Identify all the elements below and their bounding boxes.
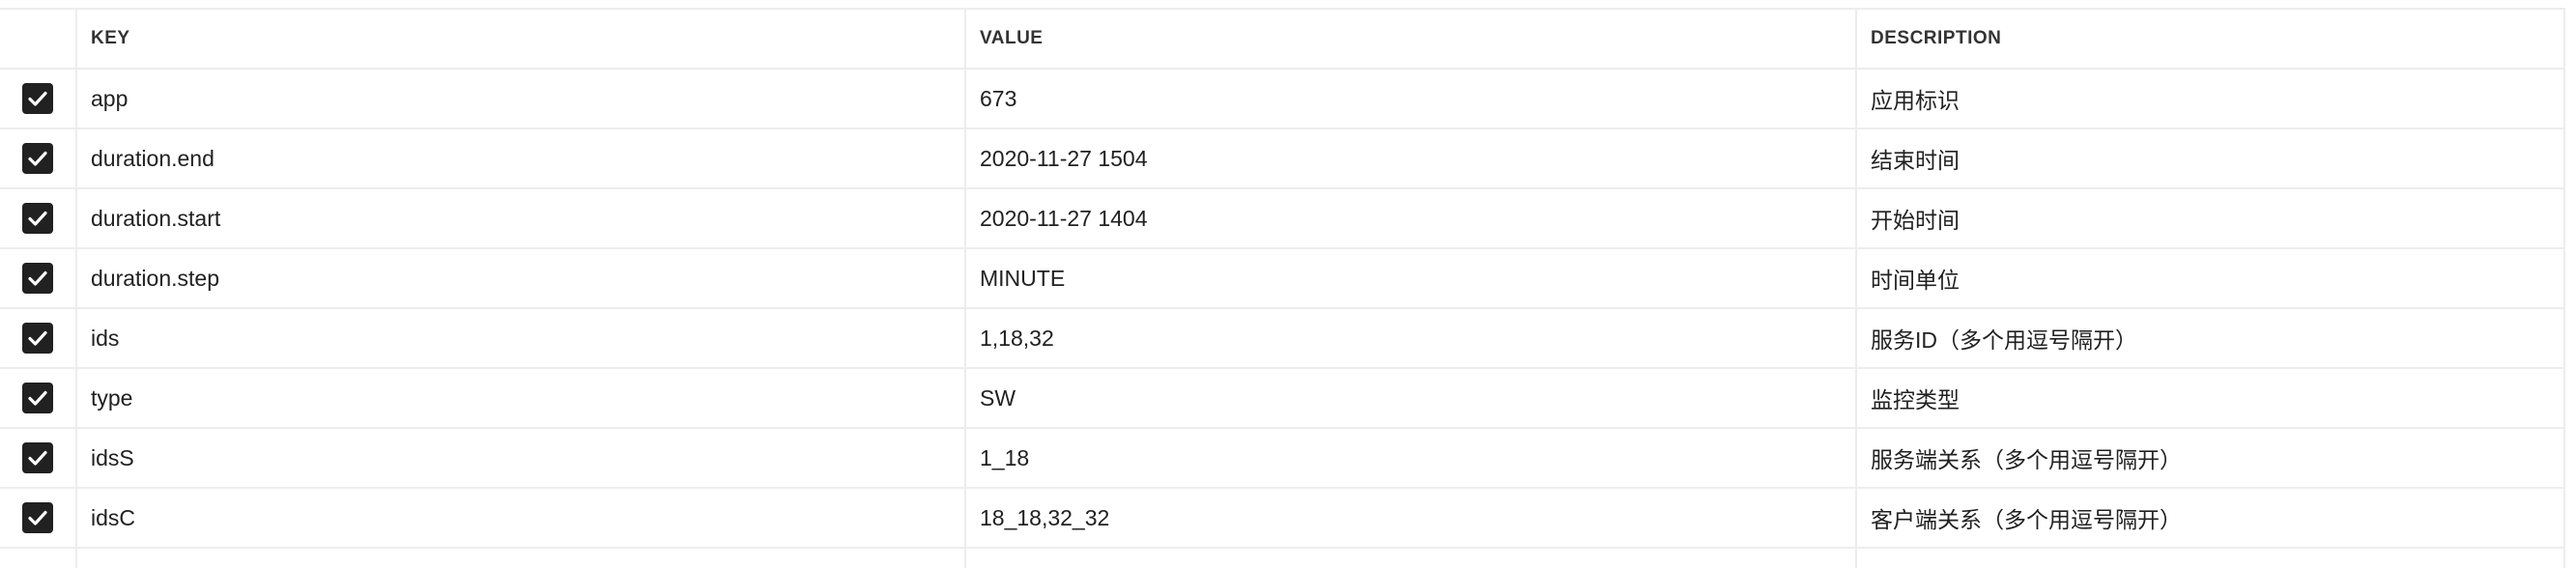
table-header: KEY VALUE DESCRIPTION xyxy=(0,10,2565,70)
table-row: idsS 1_18 服务端关系（多个用逗号隔开） xyxy=(0,429,2565,489)
row-checkbox[interactable] xyxy=(22,203,53,234)
param-value[interactable]: SW xyxy=(966,369,1857,427)
param-description[interactable]: 开始时间 xyxy=(1857,189,2565,247)
param-value[interactable]: 1_18 xyxy=(966,429,1857,487)
table-row: idsC 18_18,32_32 客户端关系（多个用逗号隔开） xyxy=(0,489,2565,549)
checkmark-icon xyxy=(28,91,47,106)
row-checkbox[interactable] xyxy=(22,442,53,473)
param-key[interactable]: ids xyxy=(77,309,966,367)
row-check-cell xyxy=(0,369,77,427)
param-key[interactable]: idsS xyxy=(77,429,966,487)
row-checkbox[interactable] xyxy=(22,83,53,114)
param-description[interactable]: 服务端关系（多个用逗号隔开） xyxy=(1857,429,2565,487)
row-check-cell xyxy=(0,549,77,568)
row-check-cell xyxy=(0,70,77,128)
param-description[interactable]: 监控类型 xyxy=(1857,369,2565,427)
param-value[interactable]: 2020-11-27 1504 xyxy=(966,129,1857,187)
row-checkbox[interactable] xyxy=(22,263,53,294)
param-value[interactable]: 673 xyxy=(966,70,1857,128)
param-value[interactable]: MINUTE xyxy=(966,249,1857,307)
header-value: VALUE xyxy=(966,10,1857,68)
param-key[interactable]: duration.start xyxy=(77,189,966,247)
row-check-cell xyxy=(0,309,77,367)
table-row: duration.start 2020-11-27 1404 开始时间 xyxy=(0,189,2565,249)
header-check-cell xyxy=(0,10,77,68)
checkmark-icon xyxy=(28,390,47,406)
header-key: KEY xyxy=(77,10,966,68)
param-value[interactable]: 18_18,32_32 xyxy=(966,489,1857,547)
param-description[interactable]: 服务ID（多个用逗号隔开） xyxy=(1857,309,2565,367)
param-key[interactable]: duration.end xyxy=(77,129,966,187)
table-row: type SW 监控类型 xyxy=(0,369,2565,429)
param-key[interactable]: idsC xyxy=(77,489,966,547)
checkmark-icon xyxy=(28,151,47,166)
param-description[interactable]: 应用标识 xyxy=(1857,70,2565,128)
param-value[interactable]: 1,18,32 xyxy=(966,309,1857,367)
param-key[interactable]: app xyxy=(77,70,966,128)
checkmark-icon xyxy=(28,510,47,525)
param-description[interactable]: 客户端关系（多个用逗号隔开） xyxy=(1857,489,2565,547)
checkmark-icon xyxy=(28,330,47,346)
table-row-partial xyxy=(0,549,2565,568)
row-checkbox[interactable] xyxy=(22,143,53,174)
checkmark-icon xyxy=(28,450,47,466)
param-key[interactable]: type xyxy=(77,369,966,427)
table-row: ids 1,18,32 服务ID（多个用逗号隔开） xyxy=(0,309,2565,369)
row-key-cell xyxy=(77,549,966,568)
row-checkbox[interactable] xyxy=(22,323,53,354)
header-description: DESCRIPTION xyxy=(1857,10,2565,68)
row-check-cell xyxy=(0,189,77,247)
param-key[interactable]: duration.step xyxy=(77,249,966,307)
row-check-cell xyxy=(0,429,77,487)
row-check-cell xyxy=(0,249,77,307)
table-row: duration.end 2020-11-27 1504 结束时间 xyxy=(0,129,2565,189)
params-table: KEY VALUE DESCRIPTION app 673 应用标识 duration… xyxy=(0,8,2565,568)
row-value-cell xyxy=(966,549,1857,568)
checkmark-icon xyxy=(28,270,47,286)
row-checkbox[interactable] xyxy=(22,383,53,413)
row-check-cell xyxy=(0,489,77,547)
row-check-cell xyxy=(0,129,77,187)
checkmark-icon xyxy=(28,211,47,226)
row-description-cell xyxy=(1857,549,2565,568)
param-value[interactable]: 2020-11-27 1404 xyxy=(966,189,1857,247)
table-row: duration.step MINUTE 时间单位 xyxy=(0,249,2565,309)
param-description[interactable]: 时间单位 xyxy=(1857,249,2565,307)
param-description[interactable]: 结束时间 xyxy=(1857,129,2565,187)
row-checkbox[interactable] xyxy=(22,502,53,533)
table-row: app 673 应用标识 xyxy=(0,70,2565,129)
